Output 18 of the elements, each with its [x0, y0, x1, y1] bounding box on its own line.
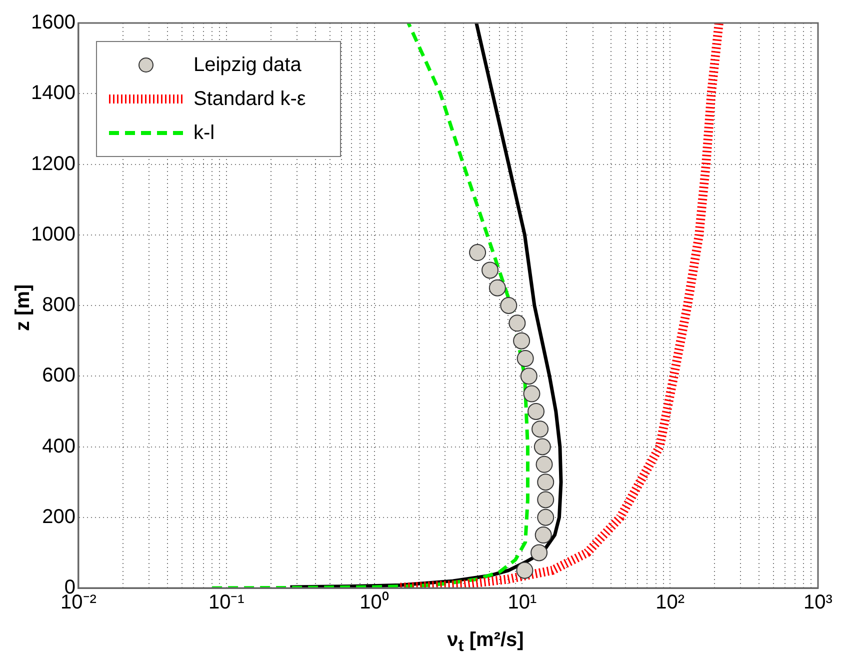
x-axis-title: ν$_{t}$ [m²/s] — [446, 629, 525, 656]
legend-label: Standard k-ε — [193, 88, 306, 110]
legend-label: k-l — [193, 122, 215, 144]
y-tick-label: 1400 — [30, 82, 76, 104]
y-tick-label: 1000 — [30, 223, 76, 246]
x-tick-label: 10¹ — [508, 592, 537, 614]
y-tick-label: 1600 — [30, 12, 76, 34]
y-tick-label: 800 — [42, 294, 76, 316]
y-tick-label: 400 — [42, 435, 76, 458]
x-tick-label: 10³ — [804, 592, 833, 614]
legend-label: Leipzig data — [193, 54, 302, 76]
y-tick-label: 200 — [42, 506, 76, 528]
y-tick-label: 600 — [42, 364, 76, 387]
x-tick-label: 10⁰ — [360, 590, 389, 614]
x-tick-label: 10⁻¹ — [208, 592, 245, 614]
x-tick-label: 10² — [656, 592, 685, 614]
y-tick-label: 1200 — [30, 152, 76, 175]
y-axis-title: z [m] — [11, 284, 35, 334]
